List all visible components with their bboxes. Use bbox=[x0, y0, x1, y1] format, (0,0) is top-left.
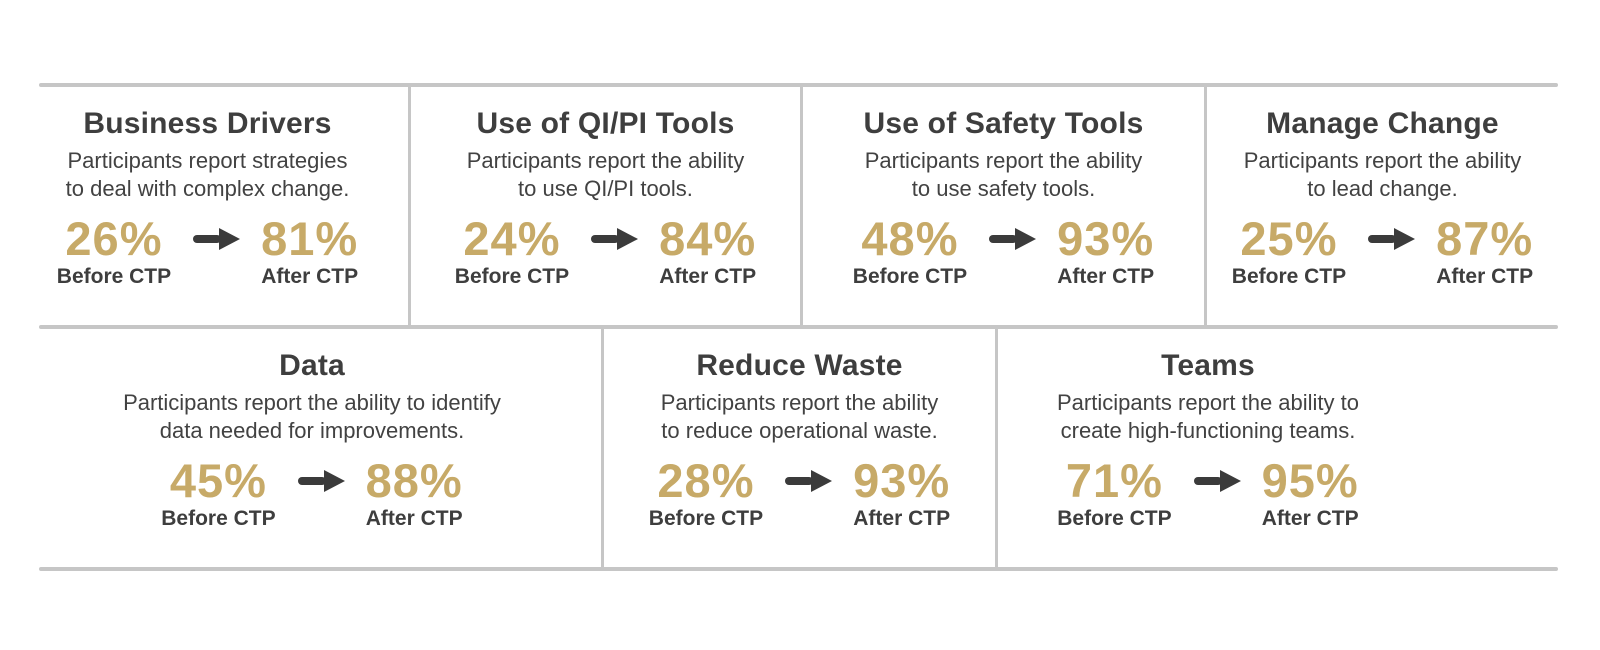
vertical-divider bbox=[995, 329, 998, 567]
right-arrow-icon bbox=[297, 470, 345, 492]
vertical-divider bbox=[408, 87, 411, 325]
card-content: Teams Participants report the ability to… bbox=[1057, 329, 1359, 530]
before-label: Before CTP bbox=[1231, 265, 1347, 288]
right-arrow-icon bbox=[1368, 228, 1416, 250]
before-label: Before CTP bbox=[56, 265, 172, 288]
before-stat: 28% Before CTP bbox=[649, 456, 763, 530]
card-content: Use of Safety Tools Participants report … bbox=[853, 87, 1154, 288]
card-title: Business Drivers bbox=[83, 107, 332, 140]
card-description: Participants report the ability to lead … bbox=[1243, 148, 1522, 201]
before-after-stats: 45% Before CTP 88% After CTP bbox=[161, 456, 462, 530]
card-description: Participants report the ability to reduc… bbox=[660, 390, 939, 443]
card-title: Manage Change bbox=[1266, 107, 1499, 140]
after-value: 93% bbox=[1057, 212, 1155, 265]
card-content: Use of QI/PI Tools Participants report t… bbox=[455, 87, 756, 288]
card-business-drivers: Business Drivers Participants report str… bbox=[39, 87, 408, 325]
before-stat: 24% Before CTP bbox=[455, 214, 569, 288]
after-label: After CTP bbox=[659, 265, 757, 288]
card-safety-tools: Use of Safety Tools Participants report … bbox=[803, 87, 1204, 325]
before-value: 26% bbox=[65, 212, 163, 265]
card-description: Participants report strategies to deal w… bbox=[65, 148, 350, 201]
card-content: Manage Change Participants report the ab… bbox=[1232, 87, 1533, 288]
before-value: 28% bbox=[657, 454, 755, 507]
after-label: After CTP bbox=[1057, 265, 1155, 288]
card-content: Reduce Waste Participants report the abi… bbox=[649, 329, 950, 530]
right-arrow-icon bbox=[193, 228, 241, 250]
bottom-row: Data Participants report the ability to … bbox=[39, 329, 1558, 567]
vertical-divider bbox=[800, 87, 803, 325]
after-label: After CTP bbox=[853, 507, 951, 530]
after-value: 88% bbox=[365, 454, 463, 507]
after-label: After CTP bbox=[1261, 507, 1359, 530]
after-value: 93% bbox=[853, 454, 951, 507]
before-after-stats: 28% Before CTP 93% After CTP bbox=[649, 456, 950, 530]
vertical-divider bbox=[601, 329, 604, 567]
card-title: Reduce Waste bbox=[696, 349, 903, 382]
after-stat: 88% After CTP bbox=[366, 456, 463, 530]
after-label: After CTP bbox=[365, 507, 463, 530]
before-stat: 48% Before CTP bbox=[853, 214, 967, 288]
vertical-divider bbox=[1204, 87, 1207, 325]
before-value: 45% bbox=[169, 454, 267, 507]
before-value: 71% bbox=[1065, 454, 1163, 507]
after-label: After CTP bbox=[1436, 265, 1534, 288]
card-title: Teams bbox=[1161, 349, 1255, 382]
after-value: 95% bbox=[1261, 454, 1359, 507]
card-content: Business Drivers Participants report str… bbox=[57, 87, 358, 288]
before-value: 48% bbox=[861, 212, 959, 265]
before-stat: 45% Before CTP bbox=[161, 456, 275, 530]
before-after-stats: 25% Before CTP 87% After CTP bbox=[1232, 214, 1533, 288]
before-value: 25% bbox=[1240, 212, 1338, 265]
after-stat: 81% After CTP bbox=[261, 214, 358, 288]
card-description: Participants report the ability to use Q… bbox=[466, 148, 745, 201]
card-description: Participants report the ability to use s… bbox=[864, 148, 1143, 201]
after-stat: 93% After CTP bbox=[853, 456, 950, 530]
stats-board: Business Drivers Participants report str… bbox=[39, 83, 1558, 571]
before-after-stats: 71% Before CTP 95% After CTP bbox=[1057, 456, 1358, 530]
middle-rule bbox=[39, 325, 1558, 329]
card-reduce-waste: Reduce Waste Participants report the abi… bbox=[604, 329, 995, 567]
before-label: Before CTP bbox=[648, 507, 764, 530]
before-stat: 25% Before CTP bbox=[1232, 214, 1346, 288]
after-stat: 93% After CTP bbox=[1057, 214, 1154, 288]
card-data: Data Participants report the ability to … bbox=[39, 329, 601, 567]
right-arrow-icon bbox=[591, 228, 639, 250]
top-row: Business Drivers Participants report str… bbox=[39, 87, 1558, 325]
before-after-stats: 24% Before CTP 84% After CTP bbox=[455, 214, 756, 288]
card-title: Data bbox=[279, 349, 345, 382]
right-arrow-icon bbox=[1193, 470, 1241, 492]
after-value: 87% bbox=[1436, 212, 1534, 265]
card-qi-pi-tools: Use of QI/PI Tools Participants report t… bbox=[411, 87, 800, 325]
after-stat: 84% After CTP bbox=[659, 214, 756, 288]
before-after-stats: 26% Before CTP 81% After CTP bbox=[57, 214, 358, 288]
card-title: Use of QI/PI Tools bbox=[476, 107, 735, 140]
before-label: Before CTP bbox=[454, 265, 570, 288]
right-arrow-icon bbox=[989, 228, 1037, 250]
before-stat: 71% Before CTP bbox=[1057, 456, 1171, 530]
before-label: Before CTP bbox=[852, 265, 968, 288]
before-stat: 26% Before CTP bbox=[57, 214, 171, 288]
card-description: Participants report the ability to ident… bbox=[123, 390, 501, 443]
card-title: Use of Safety Tools bbox=[863, 107, 1144, 140]
after-stat: 87% After CTP bbox=[1436, 214, 1533, 288]
card-content: Data Participants report the ability to … bbox=[123, 329, 501, 530]
before-value: 24% bbox=[463, 212, 561, 265]
card-description: Participants report the ability to creat… bbox=[1056, 390, 1360, 443]
after-value: 81% bbox=[261, 212, 359, 265]
top-rule bbox=[39, 83, 1558, 87]
before-label: Before CTP bbox=[1057, 507, 1172, 530]
before-after-stats: 48% Before CTP 93% After CTP bbox=[853, 214, 1154, 288]
right-arrow-icon bbox=[785, 470, 833, 492]
after-value: 84% bbox=[659, 212, 757, 265]
bottom-rule bbox=[39, 567, 1558, 571]
after-stat: 95% After CTP bbox=[1262, 456, 1359, 530]
before-label: Before CTP bbox=[161, 507, 276, 530]
card-teams: Teams Participants report the ability to… bbox=[998, 329, 1558, 567]
card-manage-change: Manage Change Participants report the ab… bbox=[1207, 87, 1558, 325]
after-label: After CTP bbox=[261, 265, 359, 288]
